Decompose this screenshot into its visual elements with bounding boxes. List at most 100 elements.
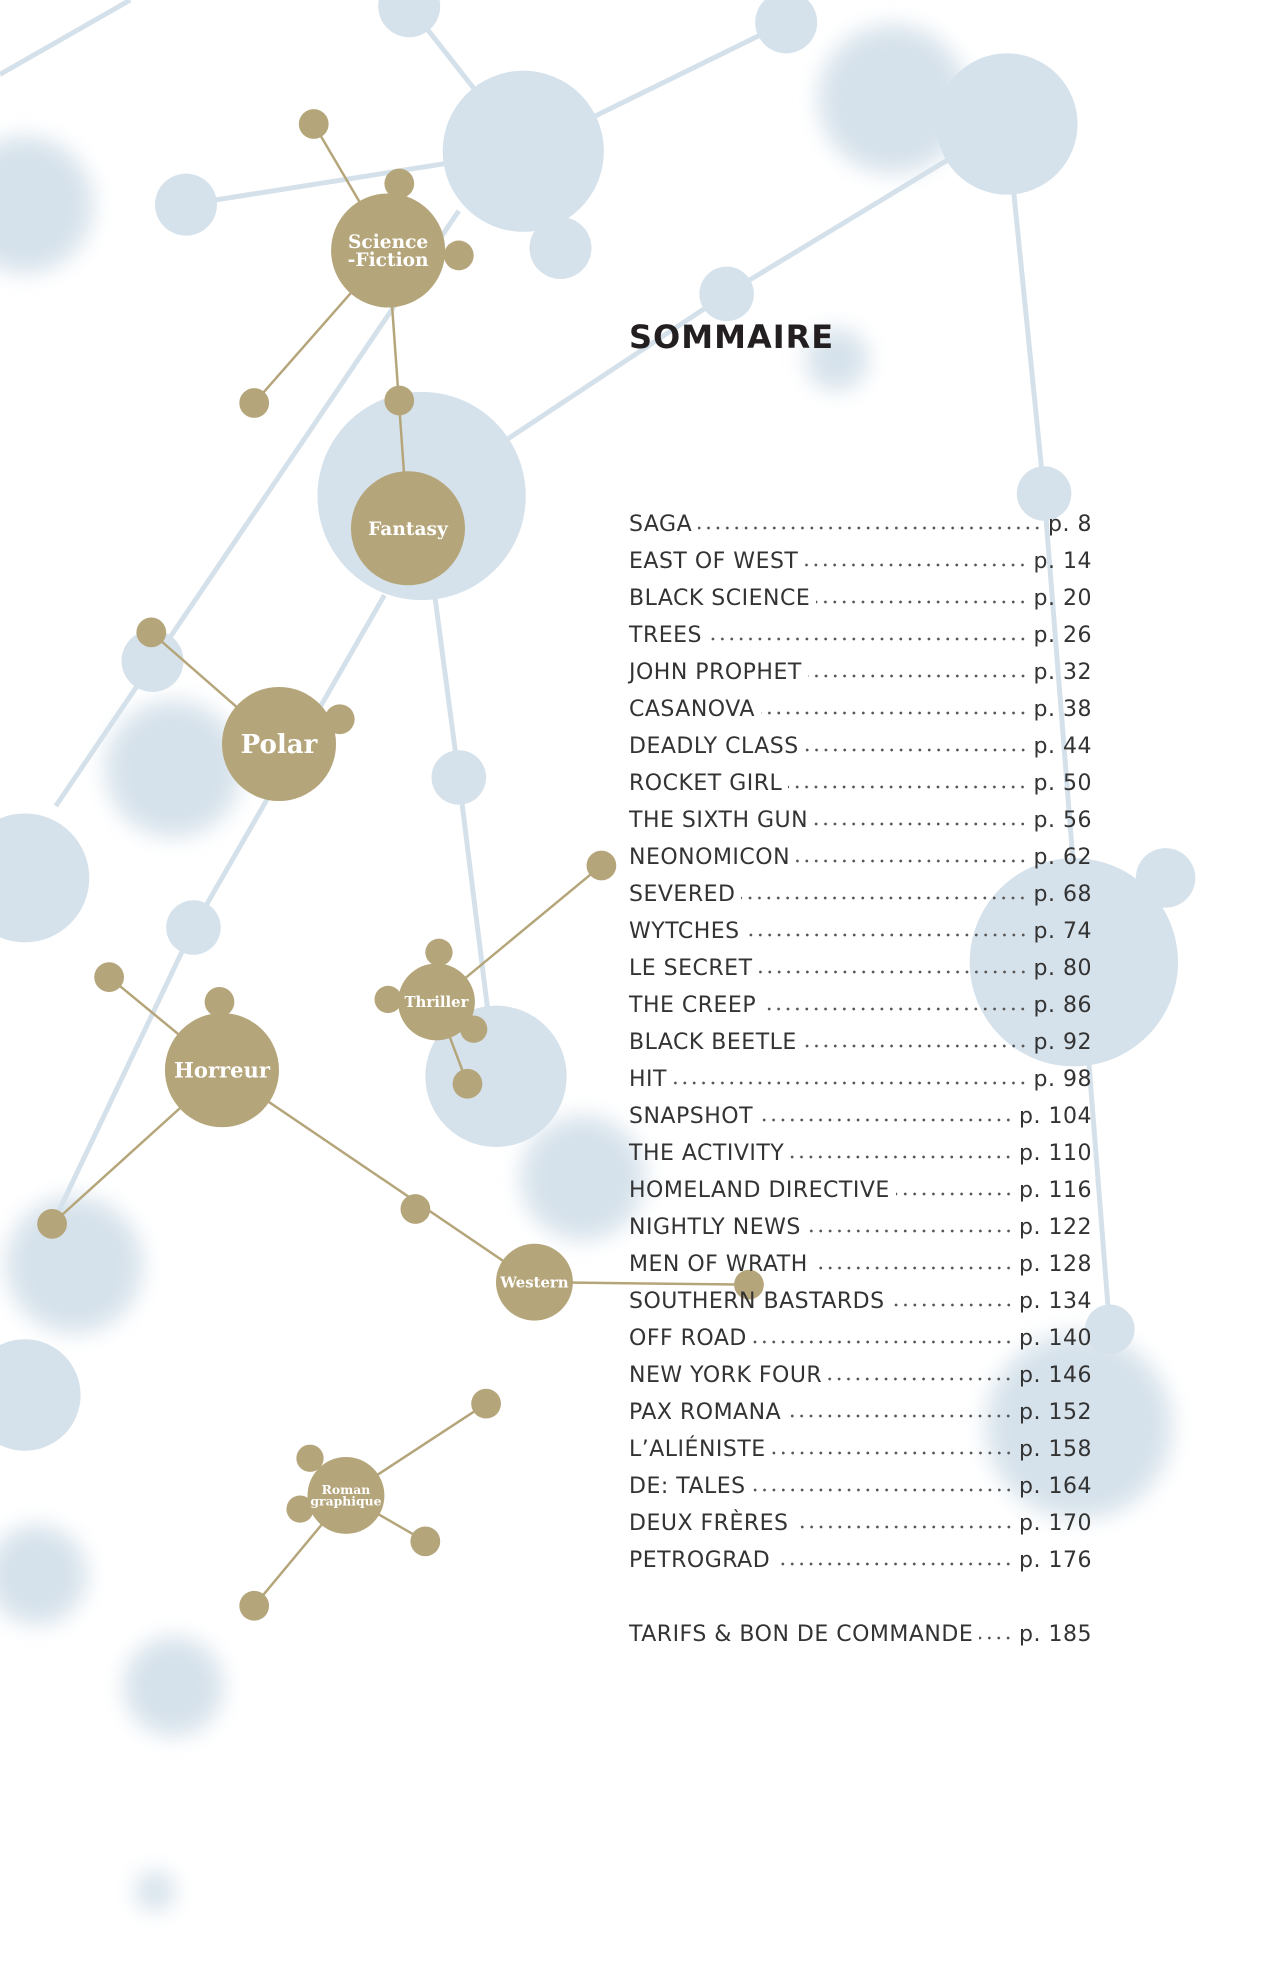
entry-title: CASANOVA (629, 697, 755, 722)
dot-leader (808, 673, 1028, 679)
entry-page: p. 62 (1034, 845, 1092, 870)
entry-page: p. 104 (1019, 1104, 1092, 1129)
entry-title: NEONOMICON (629, 845, 790, 870)
dot-leader (788, 784, 1027, 790)
entry-title: BLACK BEETLE (629, 1030, 797, 1055)
entry-page: p. 122 (1019, 1215, 1092, 1240)
entry-page: p. 176 (1019, 1548, 1092, 1573)
entry-page: p. 92 (1034, 1030, 1092, 1055)
entry-title: WYTCHES (629, 919, 740, 944)
toc-entry: THE ACTIVITY p. 110 (629, 1141, 1092, 1178)
toc-entry: THE SIXTH GUN p. 56 (629, 808, 1092, 845)
dot-leader (762, 1006, 1027, 1012)
entry-page: p. 158 (1019, 1437, 1092, 1462)
genre-label: Horreur (174, 1057, 271, 1082)
entry-title: NEW YORK FOUR (629, 1363, 822, 1388)
dot-leader (828, 1376, 1013, 1382)
entry-page: p. 128 (1019, 1252, 1092, 1277)
entry-page: p. 86 (1034, 993, 1092, 1018)
dot-leader (796, 858, 1027, 864)
entry-title: TARIFS & BON DE COMMANDE (629, 1622, 973, 1647)
dot-leader (698, 525, 1042, 531)
entry-page: p. 116 (1019, 1178, 1092, 1203)
page: Sommaire {"header": {"title": "SOMMAIRE"… (0, 0, 1270, 1966)
entry-title: DEADLY CLASS (629, 734, 799, 759)
entry-title: PAX ROMANA (629, 1400, 781, 1425)
genre-label: Thriller (404, 993, 468, 1011)
toc-entry: THE CREEP p. 86 (629, 993, 1092, 1030)
dot-leader (752, 1487, 1013, 1493)
genre-label-line: graphique (310, 1494, 381, 1509)
dot-leader (790, 1154, 1013, 1160)
entry-title: THE ACTIVITY (629, 1141, 784, 1166)
genre-label: Western (499, 1273, 569, 1291)
entry-title: THE SIXTH GUN (629, 808, 808, 833)
genre-label: Science-Fiction (348, 232, 429, 271)
entry-page: p. 164 (1019, 1474, 1092, 1499)
entry-page: p. 80 (1034, 956, 1092, 981)
dot-leader (891, 1302, 1013, 1308)
table-of-contents: SAGAp. 8EAST OF WESTp. 14BLACK SCIENCEp.… (629, 512, 1092, 1659)
entry-title: TREES (629, 623, 702, 648)
dot-leader (795, 1524, 1014, 1530)
dot-leader (896, 1191, 1013, 1197)
entry-title: HIT (629, 1067, 667, 1092)
toc-entry: WYTCHES p. 74 (629, 919, 1092, 956)
dot-leader (761, 710, 1028, 716)
dot-leader (673, 1080, 1028, 1086)
entry-title: OFF ROAD (629, 1326, 747, 1351)
entry-page: p. 26 (1034, 623, 1092, 648)
genre-label-line: Thriller (404, 993, 468, 1011)
toc-entry: TARIFS & BON DE COMMANDEp. 185 (629, 1622, 1092, 1659)
entry-title: THE CREEP (629, 993, 756, 1018)
entry-page: p. 50 (1034, 771, 1092, 796)
entry-page: p. 32 (1034, 660, 1092, 685)
dot-leader (803, 1043, 1028, 1049)
toc-entry: BLACK BEETLE p. 92 (629, 1030, 1092, 1067)
genre-label: Polar (241, 730, 318, 760)
entry-title: HOMELAND DIRECTIVE (629, 1178, 890, 1203)
entry-title: MEN OF WRATH (629, 1252, 808, 1277)
genre-label-line: Fantasy (368, 519, 449, 540)
entry-page: p. 68 (1034, 882, 1092, 907)
entry-title: ROCKET GIRL (629, 771, 782, 796)
toc-entry: PETROGRAD p. 176 (629, 1548, 1092, 1585)
entry-page: p. 152 (1019, 1400, 1092, 1425)
toc-entry: SEVERED p. 68 (629, 882, 1092, 919)
dot-leader (776, 1561, 1013, 1567)
dot-leader (816, 599, 1027, 605)
dot-leader (807, 1228, 1013, 1234)
entry-page: p. 14 (1034, 549, 1092, 574)
dot-leader (741, 895, 1027, 901)
entry-title: L’ALIÉNISTE (629, 1437, 766, 1462)
entry-page: p. 98 (1034, 1067, 1092, 1092)
entry-page: p. 74 (1034, 919, 1092, 944)
entry-page: p. 140 (1019, 1326, 1092, 1351)
entry-page: p. 170 (1019, 1511, 1092, 1536)
toc-entry: HIT p. 98 (629, 1067, 1092, 1104)
toc-entry: HOMELAND DIRECTIVE p. 116 (629, 1178, 1092, 1215)
entry-title: SAGA (629, 512, 692, 537)
dot-leader (814, 1265, 1013, 1271)
toc-entry: OFF ROAD p. 140 (629, 1326, 1092, 1363)
page-body: Science-Fiction Fantasy Polar Thriller Horre… (0, 0, 1270, 1966)
dot-leader (787, 1413, 1013, 1419)
toc-entry: NEONOMICON p. 62 (629, 845, 1092, 882)
dot-leader (805, 747, 1028, 753)
dot-leader (804, 562, 1027, 568)
dot-leader (814, 821, 1027, 827)
entry-page: p. 56 (1034, 808, 1092, 833)
entry-title: SEVERED (629, 882, 735, 907)
entry-page: p. 8 (1048, 512, 1092, 537)
entry-page: p. 110 (1019, 1141, 1092, 1166)
entry-title: PETROGRAD (629, 1548, 770, 1573)
dot-leader (746, 932, 1028, 938)
dot-leader (759, 1117, 1013, 1123)
